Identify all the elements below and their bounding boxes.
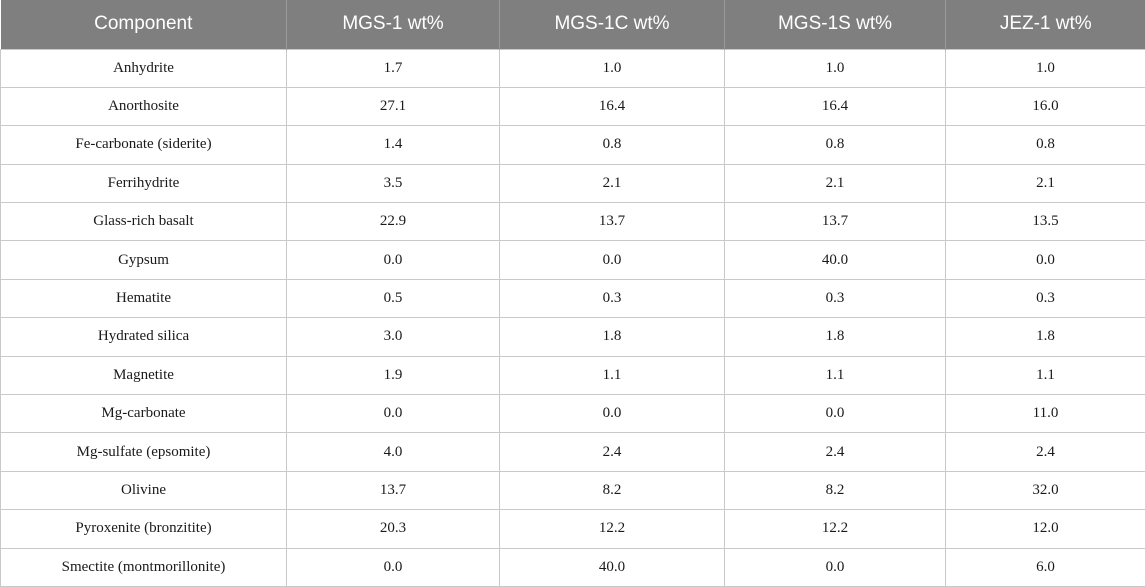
table-row: Mg-carbonate 0.0 0.0 0.0 11.0 — [0, 394, 1145, 434]
mgs-1-cell: 22.9 — [286, 202, 500, 242]
table-row: Anorthosite 27.1 16.4 16.4 16.0 — [0, 86, 1145, 127]
mgs-1c-cell: 2.1 — [499, 163, 725, 204]
mgs-1s-cell: 13.7 — [724, 202, 946, 242]
component-cell: Smectite (montmorillonite) — [0, 547, 287, 587]
jez-1-cell: 13.5 — [945, 202, 1145, 242]
jez-1-cell: 2.4 — [945, 432, 1145, 472]
component-cell: Olivine — [0, 470, 287, 511]
mgs-1s-cell: 1.0 — [724, 48, 946, 88]
table-row: Glass-rich basalt 22.9 13.7 13.7 13.5 — [0, 202, 1145, 242]
mgs-1s-cell: 0.8 — [724, 125, 946, 165]
mgs-1c-cell: 2.4 — [499, 432, 725, 472]
mgs-1s-cell: 0.0 — [724, 394, 946, 434]
table-row: Gypsum 0.0 0.0 40.0 0.0 — [0, 240, 1145, 280]
mgs-1s-cell: 0.0 — [724, 547, 946, 587]
mgs-1-cell: 0.0 — [286, 240, 500, 280]
table-row: Magnetite 1.9 1.1 1.1 1.1 — [0, 355, 1145, 396]
component-cell: Magnetite — [0, 355, 287, 396]
mgs-1s-cell: 16.4 — [724, 86, 946, 127]
component-cell: Hydrated silica — [0, 317, 287, 357]
mgs-1c-cell: 0.0 — [499, 394, 725, 434]
table-row: Mg-sulfate (epsomite) 4.0 2.4 2.4 2.4 — [0, 432, 1145, 472]
mgs-1-cell: 0.0 — [286, 547, 500, 587]
mgs-1c-cell: 16.4 — [499, 86, 725, 127]
header-mgs-1: MGS-1 wt% — [286, 0, 500, 49]
component-cell: Anhydrite — [0, 48, 287, 88]
mgs-1c-cell: 0.3 — [499, 278, 725, 319]
table-row: Pyroxenite (bronzitite) 20.3 12.2 12.2 12.0 — [0, 509, 1145, 549]
table-row: Ferrihydrite 3.5 2.1 2.1 2.1 — [0, 163, 1145, 204]
header-row: Component MGS-1 wt% MGS-1C wt% MGS-1S wt… — [0, 0, 1145, 49]
mgs-1s-cell: 1.8 — [724, 317, 946, 357]
mgs-1s-cell: 40.0 — [724, 240, 946, 280]
mgs-1-cell: 13.7 — [286, 470, 500, 511]
mgs-1c-cell: 12.2 — [499, 509, 725, 549]
component-cell: Hematite — [0, 278, 287, 319]
mgs-1c-cell: 0.8 — [499, 125, 725, 165]
jez-1-cell: 1.1 — [945, 355, 1145, 396]
component-cell: Ferrihydrite — [0, 163, 287, 204]
mgs-1-cell: 27.1 — [286, 86, 500, 127]
mgs-1s-cell: 2.1 — [724, 163, 946, 204]
header-jez-1: JEZ-1 wt% — [945, 0, 1145, 49]
jez-1-cell: 12.0 — [945, 509, 1145, 549]
table-row: Smectite (montmorillonite) 0.0 40.0 0.0 6.0 — [0, 547, 1145, 587]
component-cell: Gypsum — [0, 240, 287, 280]
component-cell: Mg-sulfate (epsomite) — [0, 432, 287, 472]
mgs-1c-cell: 1.0 — [499, 48, 725, 88]
mgs-1s-cell: 0.3 — [724, 278, 946, 319]
jez-1-cell: 0.0 — [945, 240, 1145, 280]
mgs-1-cell: 1.9 — [286, 355, 500, 396]
mgs-1s-cell: 12.2 — [724, 509, 946, 549]
jez-1-cell: 1.8 — [945, 317, 1145, 357]
mgs-1-cell: 3.0 — [286, 317, 500, 357]
mgs-1c-cell: 8.2 — [499, 470, 725, 511]
header-mgs-1c: MGS-1C wt% — [499, 0, 725, 49]
component-cell: Fe-carbonate (siderite) — [0, 125, 287, 165]
table-body: Anhydrite 1.7 1.0 1.0 1.0 Anorthosite 27.1 16.4… — [0, 48, 1145, 587]
component-cell: Anorthosite — [0, 86, 287, 127]
table-header: Component MGS-1 wt% MGS-1C wt% MGS-1S wt… — [0, 0, 1145, 49]
mgs-1-cell: 0.0 — [286, 394, 500, 434]
component-cell: Pyroxenite (bronzitite) — [0, 509, 287, 549]
mgs-1-cell: 3.5 — [286, 163, 500, 204]
jez-1-cell: 0.3 — [945, 278, 1145, 319]
jez-1-cell: 0.8 — [945, 125, 1145, 165]
mgs-1c-cell: 1.8 — [499, 317, 725, 357]
jez-1-cell: 16.0 — [945, 86, 1145, 127]
mgs-1s-cell: 8.2 — [724, 470, 946, 511]
component-cell: Glass-rich basalt — [0, 202, 287, 242]
mgs-1s-cell: 2.4 — [724, 432, 946, 472]
jez-1-cell: 32.0 — [945, 470, 1145, 511]
table-row: Hydrated silica 3.0 1.8 1.8 1.8 — [0, 317, 1145, 357]
mgs-1c-cell: 1.1 — [499, 355, 725, 396]
mgs-1-cell: 1.4 — [286, 125, 500, 165]
mgs-1-cell: 4.0 — [286, 432, 500, 472]
table-row: Olivine 13.7 8.2 8.2 32.0 — [0, 470, 1145, 511]
table-row: Anhydrite 1.7 1.0 1.0 1.0 — [0, 48, 1145, 88]
mgs-1-cell: 20.3 — [286, 509, 500, 549]
header-component: Component — [0, 0, 287, 49]
mgs-1c-cell: 0.0 — [499, 240, 725, 280]
mgs-1s-cell: 1.1 — [724, 355, 946, 396]
table-row: Fe-carbonate (siderite) 1.4 0.8 0.8 0.8 — [0, 125, 1145, 165]
mgs-1-cell: 1.7 — [286, 48, 500, 88]
jez-1-cell: 2.1 — [945, 163, 1145, 204]
mgs-1c-cell: 40.0 — [499, 547, 725, 587]
mgs-1-cell: 0.5 — [286, 278, 500, 319]
table-row: Hematite 0.5 0.3 0.3 0.3 — [0, 278, 1145, 319]
jez-1-cell: 11.0 — [945, 394, 1145, 434]
jez-1-cell: 6.0 — [945, 547, 1145, 587]
mgs-1c-cell: 13.7 — [499, 202, 725, 242]
header-mgs-1s: MGS-1S wt% — [724, 0, 946, 49]
component-cell: Mg-carbonate — [0, 394, 287, 434]
jez-1-cell: 1.0 — [945, 48, 1145, 88]
